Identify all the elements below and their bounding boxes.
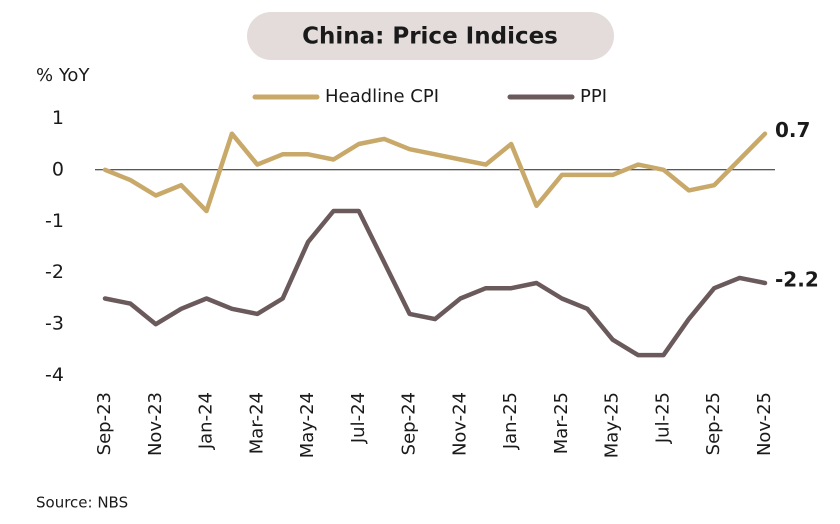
x-tick-label: Jan-24	[196, 392, 217, 450]
x-tick-label: Mar-24	[246, 392, 267, 454]
y-tick-label: -4	[45, 364, 64, 386]
y-axis-label: % YoY	[36, 65, 90, 86]
x-tick-label: Jul-25	[652, 392, 673, 444]
series-line	[102, 131, 768, 214]
source: Source: NBS	[36, 494, 128, 512]
y-tick-label: 0	[52, 158, 64, 180]
x-tick-label: Sep-23	[94, 392, 115, 455]
y-tick-label: -2	[45, 261, 64, 283]
x-tick-label: May-24	[297, 392, 318, 458]
x-tick-label: Sep-24	[399, 392, 420, 455]
end-value-label: -2.2	[775, 268, 819, 292]
chart-title: China: Price Indices	[302, 24, 558, 50]
series-line	[102, 208, 768, 358]
title-pill	[247, 12, 614, 60]
legend-label: Headline CPI	[325, 86, 439, 107]
x-tick-label: Nov-24	[449, 392, 470, 456]
x-tick-label: Nov-25	[754, 392, 775, 456]
y-tick-label: -3	[45, 313, 64, 335]
end-value-label: 0.7	[775, 118, 810, 142]
x-tick-label: Nov-23	[145, 392, 166, 456]
x-tick-label: Jul-24	[348, 392, 369, 444]
x-tick-label: Mar-25	[551, 392, 572, 454]
legend-label: PPI	[580, 86, 607, 107]
y-tick-label: 1	[52, 107, 64, 129]
x-tick-label: Jan-25	[500, 392, 521, 450]
y-tick-label: -1	[45, 210, 64, 232]
x-tick-label: May-25	[602, 392, 623, 458]
x-tick-label: Sep-25	[703, 392, 724, 455]
